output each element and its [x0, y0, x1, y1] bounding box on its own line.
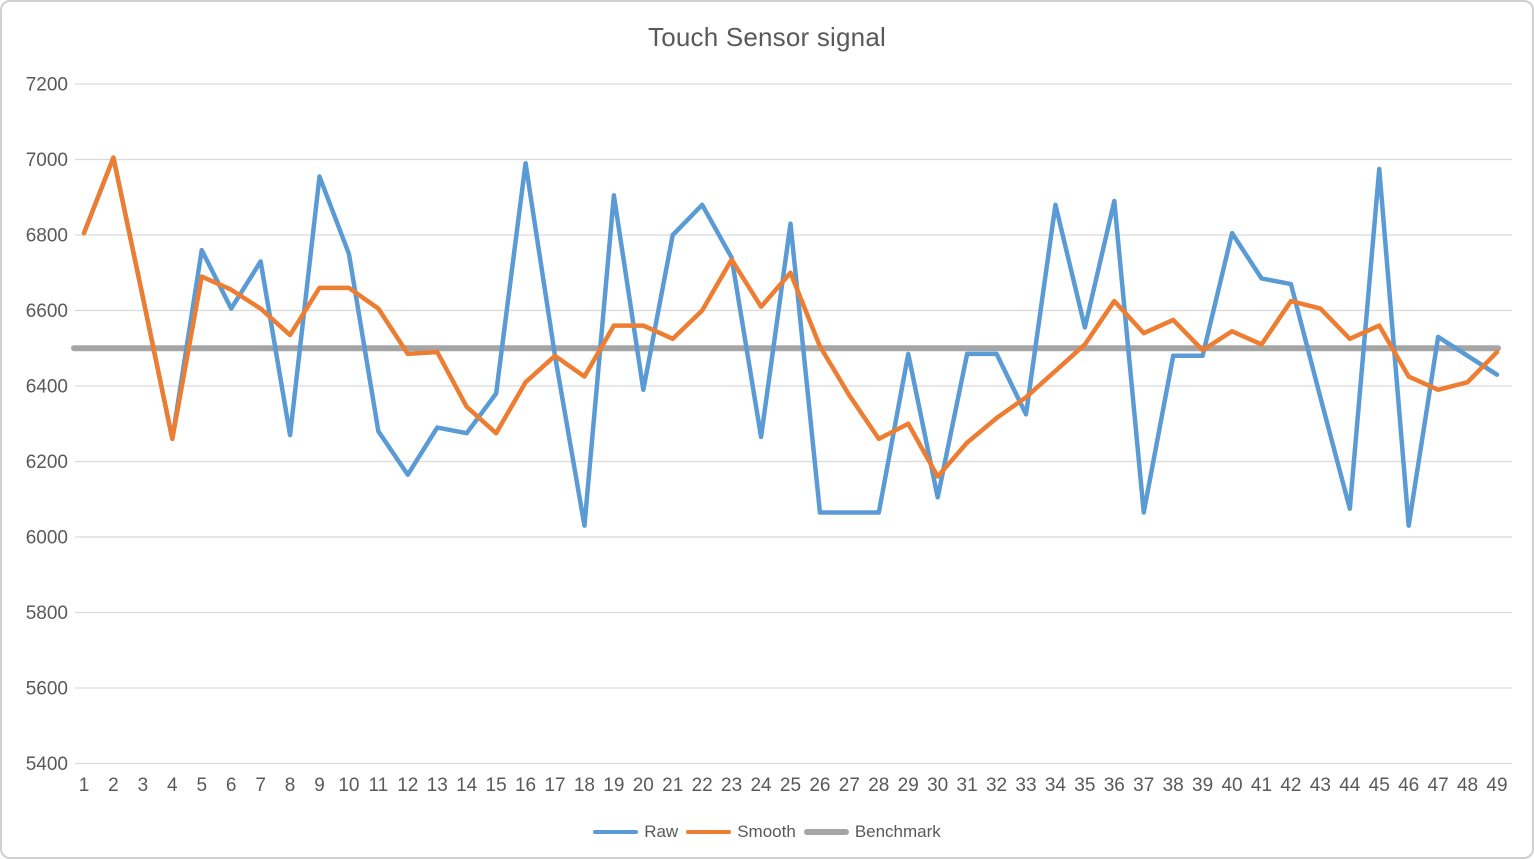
x-axis-tick-label: 17 [544, 775, 565, 796]
x-axis-tick-label: 36 [1104, 775, 1125, 796]
legend-label-benchmark: Benchmark [854, 822, 941, 841]
x-axis-tick-label: 47 [1428, 775, 1449, 796]
series-line-raw [81, 155, 1500, 528]
x-axis-tick-label: 25 [780, 775, 801, 796]
x-axis-tick-label: 6 [226, 775, 237, 796]
x-axis-tick-label: 22 [692, 775, 713, 796]
x-axis-tick-label: 10 [338, 775, 359, 796]
legend-item-smooth: Smooth [686, 822, 796, 842]
x-axis-tick-label: 49 [1486, 775, 1507, 796]
x-axis-tick-label: 12 [397, 775, 418, 796]
x-axis-tick-label: 3 [138, 775, 149, 796]
x-axis-tick-label: 44 [1339, 775, 1361, 796]
x-axis-tick-label: 9 [314, 775, 325, 796]
x-axis-tick-label: 2 [108, 775, 119, 796]
x-axis-tick-label: 8 [285, 775, 296, 796]
x-axis-tick-label: 19 [603, 775, 624, 796]
x-axis-tick-label: 41 [1251, 775, 1272, 796]
y-axis-tick-label: 6800 [26, 226, 68, 247]
x-axis-tick-label: 13 [427, 775, 448, 796]
x-axis-tick-label: 48 [1457, 775, 1478, 796]
x-axis-tick-label: 21 [662, 775, 683, 796]
x-axis-tick-label: 11 [369, 775, 389, 796]
x-axis-tick-label: 45 [1369, 775, 1390, 796]
x-axis-tick-label: 46 [1398, 775, 1419, 796]
legend-label-smooth: Smooth [737, 822, 796, 841]
x-axis-tick-label: 30 [927, 775, 948, 796]
x-axis-tick-label: 15 [486, 775, 507, 796]
x-axis-tick-label: 42 [1280, 775, 1301, 796]
x-axis-tick-label: 31 [957, 775, 978, 796]
legend: Raw Smooth Benchmark [2, 819, 1532, 845]
x-axis-tick-label: 39 [1192, 775, 1213, 796]
raw-line-swatch-icon [593, 829, 639, 835]
y-axis-tick-label: 5600 [26, 679, 68, 700]
x-axis-tick-label: 34 [1045, 775, 1067, 796]
legend-label-raw: Raw [644, 822, 679, 841]
x-axis-tick-label: 18 [574, 775, 595, 796]
y-axis-tick-label: 6400 [26, 377, 68, 398]
y-axis-tick-label: 6600 [26, 301, 68, 322]
chart-title: Touch Sensor signal [648, 22, 886, 52]
x-axis-tick-label: 28 [868, 775, 889, 796]
x-axis-tick-label: 7 [255, 775, 266, 796]
x-axis-tick-label: 20 [633, 775, 654, 796]
x-axis-tick-label: 5 [196, 775, 207, 796]
x-axis-tick-label: 27 [839, 775, 860, 796]
x-axis-tick-label: 33 [1015, 775, 1036, 796]
x-axis-tick-label: 23 [721, 775, 742, 796]
y-axis-tick-label: 6000 [26, 528, 68, 549]
x-axis-tick-label: 38 [1163, 775, 1184, 796]
x-axis-tick-label: 4 [167, 775, 178, 796]
x-axis-tick-label: 24 [750, 775, 772, 796]
x-axis-tick-label: 29 [898, 775, 919, 796]
x-axis-tick-label: 35 [1074, 775, 1095, 796]
x-axis-tick-label: 43 [1310, 775, 1331, 796]
y-axis-tick-label: 6200 [26, 452, 68, 473]
x-axis-tick-label: 40 [1221, 775, 1242, 796]
y-axis-tick-label: 5800 [26, 603, 68, 624]
legend-item-benchmark: Benchmark [803, 822, 941, 842]
benchmark-line-swatch-icon [803, 829, 849, 835]
x-axis-tick-label: 1 [79, 775, 90, 796]
legend-item-raw: Raw [593, 822, 678, 842]
smooth-line-swatch-icon [686, 829, 732, 835]
x-axis-tick-label: 26 [809, 775, 830, 796]
x-axis-tick-label: 14 [456, 775, 478, 796]
y-axis-tick-label: 7000 [26, 150, 68, 171]
x-axis-tick-label: 32 [986, 775, 1007, 796]
series-line-smooth [81, 155, 1500, 479]
y-axis-tick-label: 7200 [26, 75, 68, 96]
y-axis-tick-label: 5400 [26, 754, 68, 775]
x-axis-tick-label: 16 [515, 775, 536, 796]
x-axis-tick-label: 37 [1133, 775, 1154, 796]
